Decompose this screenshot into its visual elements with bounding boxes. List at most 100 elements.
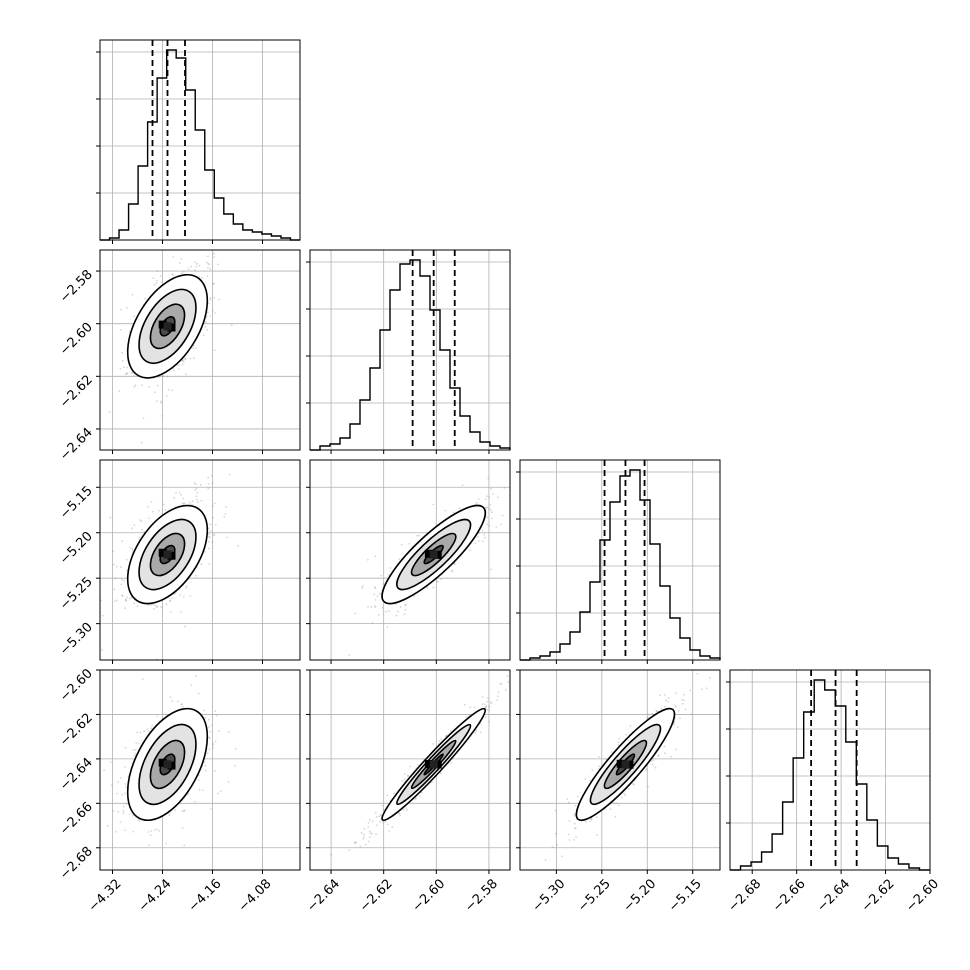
- scatter-point: [189, 357, 192, 360]
- scatter-point: [388, 610, 390, 612]
- scatter-point: [200, 499, 203, 502]
- panel-frame: [519, 459, 721, 661]
- y-tick-label: −5.15: [57, 483, 96, 522]
- histogram-panel-2: [516, 459, 721, 664]
- scatter-point: [385, 610, 387, 613]
- scatter-point: [486, 506, 489, 509]
- scatter-point: [133, 524, 136, 527]
- scatter-point: [348, 654, 351, 656]
- scatter-point: [404, 603, 407, 606]
- scatter-point: [206, 328, 209, 331]
- scatter-point: [198, 275, 201, 278]
- scatter-point: [214, 524, 217, 526]
- scatter-point: [204, 325, 207, 328]
- scatter-point: [146, 728, 149, 730]
- scatter-point: [178, 364, 181, 367]
- scatter-point: [113, 563, 115, 566]
- scatter-point: [208, 718, 210, 721]
- scatter-point: [124, 746, 127, 749]
- scatter-point: [210, 475, 213, 477]
- scatter-point: [408, 542, 411, 545]
- scatter-point: [486, 495, 488, 498]
- scatter-point: [133, 602, 136, 605]
- scatter-point: [160, 400, 163, 403]
- panel-frame: [309, 249, 511, 451]
- scatter-point: [196, 491, 199, 494]
- scatter-point: [458, 507, 461, 510]
- scatter-point: [177, 368, 180, 370]
- scatter-point: [133, 385, 136, 388]
- scatter-point: [490, 487, 493, 490]
- scatter-point: [153, 283, 156, 286]
- scatter-point: [377, 614, 380, 616]
- scatter-point: [196, 262, 198, 265]
- panel-frame: [729, 669, 931, 871]
- scatter-point: [119, 368, 122, 370]
- scatter-point: [124, 607, 126, 610]
- scatter-point: [400, 543, 403, 546]
- density-core-cell: [158, 548, 167, 557]
- scatter-point: [199, 483, 202, 486]
- scatter-point: [209, 297, 212, 299]
- scatter-point: [172, 274, 174, 277]
- scatter-point: [399, 606, 402, 608]
- scatter-point: [182, 503, 185, 506]
- scatter-point: [195, 495, 198, 498]
- scatter-point: [214, 710, 217, 712]
- scatter-point: [194, 489, 197, 491]
- scatter-point: [180, 258, 183, 260]
- scatter-point: [194, 269, 197, 272]
- scatter-point: [125, 598, 127, 601]
- scatter-point: [152, 510, 154, 513]
- scatter-point: [159, 275, 162, 277]
- density-core-cell: [163, 550, 172, 559]
- scatter-point: [488, 524, 490, 527]
- scatter-point: [133, 374, 136, 377]
- scatter-point: [139, 519, 142, 521]
- scatter-point: [398, 558, 401, 561]
- scatter-point: [183, 809, 185, 812]
- scatter-point: [200, 276, 203, 279]
- scatter-point: [146, 505, 149, 508]
- scatter-point: [205, 261, 208, 264]
- scatter-point: [181, 359, 184, 362]
- histogram-step: [520, 469, 721, 661]
- panel-frame: [309, 459, 511, 661]
- scatter-point: [212, 743, 215, 746]
- scatter-point: [188, 501, 191, 504]
- scatter-point: [374, 587, 377, 590]
- scatter-point: [121, 578, 123, 581]
- scatter-point: [208, 547, 210, 550]
- histogram-panel-3: −2.68 −2.66 −2.64 −2.62 −2.60: [725, 669, 942, 915]
- scatter-point: [101, 614, 104, 617]
- scatter-point: [194, 800, 196, 803]
- scatter-point: [169, 599, 172, 602]
- scatter-point: [374, 599, 377, 601]
- scatter-point: [116, 599, 118, 602]
- y-tick-label: −2.64: [57, 425, 96, 464]
- scatter-point: [126, 372, 129, 374]
- scatter-point: [180, 703, 183, 705]
- y-tick-label: −5.20: [57, 529, 96, 568]
- scatter-point: [193, 482, 196, 484]
- scatter-point: [113, 588, 116, 591]
- scatter-point: [389, 567, 392, 569]
- scatter-point: [108, 411, 111, 414]
- scatter-point: [133, 315, 136, 318]
- scatter-point: [195, 674, 198, 677]
- scatter-point: [192, 347, 195, 350]
- histogram-panel-1: [306, 249, 511, 454]
- scatter-point: [362, 584, 364, 587]
- scatter-point: [488, 496, 490, 499]
- scatter-point: [131, 549, 134, 552]
- scatter-point: [169, 600, 171, 603]
- scatter-point: [121, 594, 124, 597]
- scatter-point: [175, 492, 178, 494]
- scatter-point: [397, 610, 399, 613]
- scatter-point: [205, 321, 207, 323]
- scatter-point: [153, 607, 156, 610]
- density-content: [348, 477, 510, 656]
- scatter-point: [228, 473, 231, 476]
- scatter-point: [226, 536, 229, 539]
- scatter-point: [150, 501, 153, 503]
